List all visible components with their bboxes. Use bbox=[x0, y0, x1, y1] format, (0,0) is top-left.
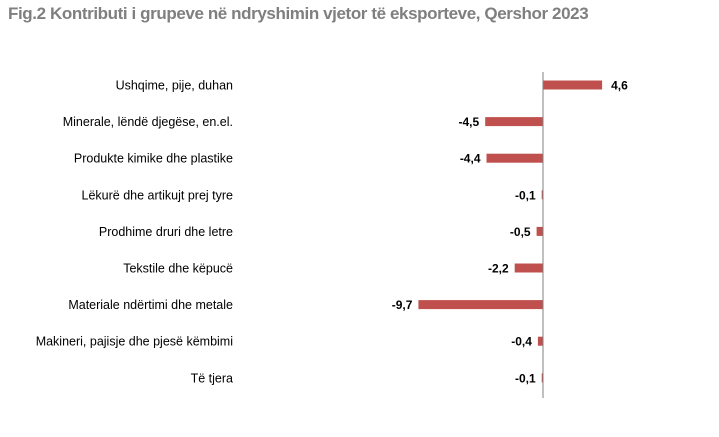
value-label-4: -0,1 bbox=[515, 188, 536, 202]
bar-7 bbox=[418, 300, 543, 310]
value-label-8: -0,4 bbox=[511, 335, 532, 349]
value-label-9: -0,1 bbox=[515, 371, 536, 385]
value-label-7: -9,7 bbox=[392, 298, 413, 312]
category-label-5: Prodhime druri dhe letre bbox=[99, 225, 233, 239]
value-label-2: -4,5 bbox=[459, 115, 480, 129]
category-label-3: Produkte kimike dhe plastike bbox=[74, 152, 233, 166]
value-label-3: -4,4 bbox=[460, 152, 481, 166]
value-label-1: 4,6 bbox=[611, 79, 628, 93]
bar-6 bbox=[514, 263, 543, 273]
bars-layer bbox=[418, 80, 603, 383]
value-label-5: -0,5 bbox=[510, 225, 531, 239]
bar-9 bbox=[541, 373, 543, 383]
labels-layer: Ushqime, pije, duhan 4,6 Minerale, lëndë d… bbox=[36, 79, 628, 386]
category-label-8: Makineri, pajisje dhe pjesë këmbimi bbox=[36, 335, 233, 349]
category-label-6: Tekstile dhe këpucë bbox=[123, 262, 233, 276]
bar-1 bbox=[543, 80, 603, 90]
category-label-1: Ushqime, pije, duhan bbox=[116, 79, 233, 93]
category-label-9: Të tjera bbox=[191, 371, 233, 385]
value-label-6: -2,2 bbox=[488, 262, 509, 276]
bar-8 bbox=[537, 336, 543, 346]
chart-title: Fig.2 Kontributi i grupeve në ndryshimin… bbox=[8, 4, 589, 23]
bar-3 bbox=[486, 153, 543, 163]
category-label-4: Lëkurë dhe artikujt prej tyre bbox=[82, 188, 234, 202]
bar-4 bbox=[541, 190, 543, 200]
bar-5 bbox=[536, 226, 543, 236]
category-label-2: Minerale, lëndë djegëse, en.el. bbox=[63, 115, 233, 129]
category-label-7: Materiale ndërtimi dhe metale bbox=[68, 298, 233, 312]
bar-2 bbox=[485, 117, 543, 127]
